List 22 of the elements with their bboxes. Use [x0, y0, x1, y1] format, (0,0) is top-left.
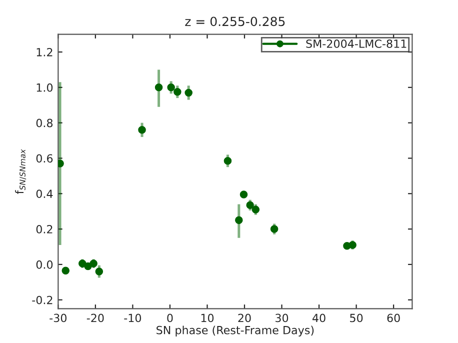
y-tick-label: -0.2	[32, 296, 52, 304]
x-tick-label: 30	[276, 314, 288, 322]
y-tick-label: 0.2	[36, 225, 52, 234]
x-tick-label: 20	[238, 314, 251, 322]
legend-label: SM-2004-LMC-811	[306, 39, 406, 48]
x-tick-label: 10	[201, 314, 214, 322]
y-tick-label: 1.0	[36, 83, 53, 92]
x-tick-label: -10	[124, 314, 142, 322]
x-tick-label: -20	[86, 314, 104, 322]
x-tick-label: 40	[312, 314, 326, 322]
y-tick-label: 0.4	[36, 190, 53, 198]
y-tick-label: 1.2	[36, 48, 52, 56]
y-axis-title: f$_{SN/SNmax}$	[15, 149, 26, 194]
x-axis-title: SN phase (Rest-Frame Days)	[156, 326, 314, 336]
y-tick-label: 0.6	[36, 154, 53, 163]
chart-title: z = 0.255-0.285	[185, 16, 285, 26]
x-tick-label: 60	[387, 314, 400, 322]
x-tick-label: 0	[167, 314, 173, 322]
x-tick-label: -30	[50, 314, 66, 322]
y-tick-label: 0.8	[36, 118, 53, 128]
y-tick-label: 0.0	[36, 260, 53, 269]
x-tick-label: 50	[350, 314, 363, 322]
